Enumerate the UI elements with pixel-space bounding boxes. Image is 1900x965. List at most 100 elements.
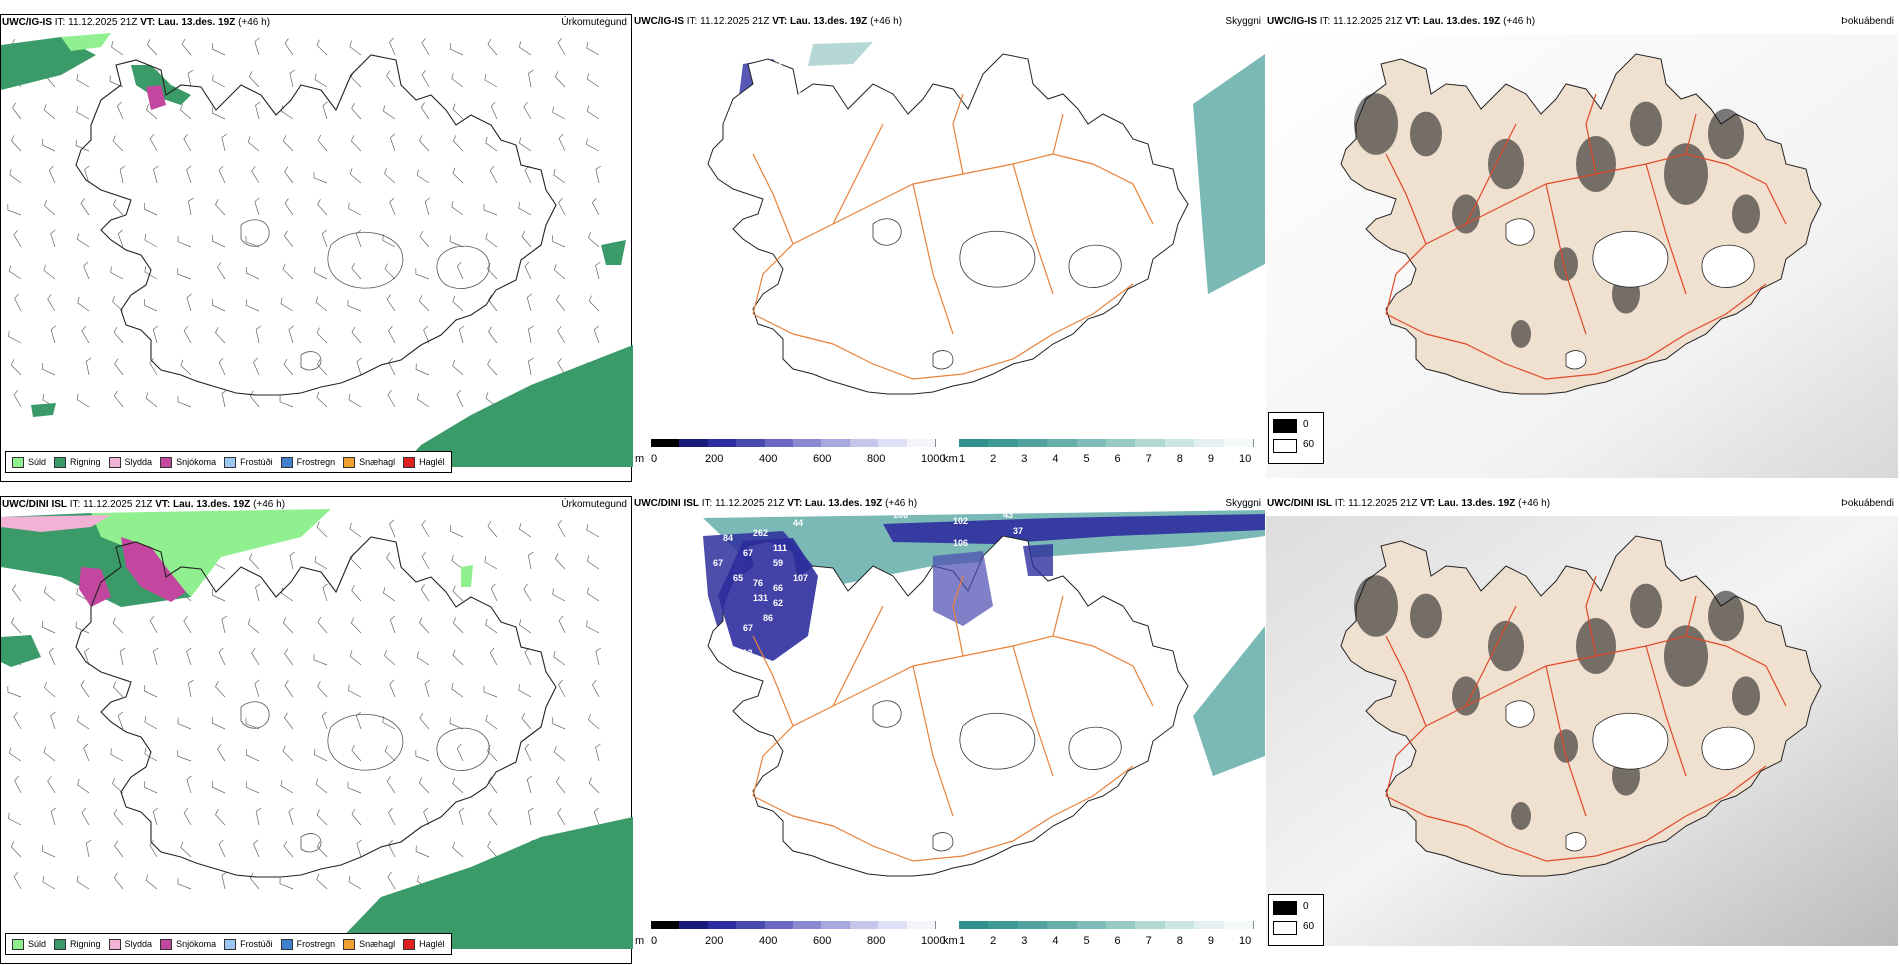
wind-barb xyxy=(177,877,192,890)
wind-barb xyxy=(249,390,260,408)
wind-barb xyxy=(218,165,226,184)
wind-barb xyxy=(588,231,600,248)
wind-barb xyxy=(8,330,22,344)
ceiling-value-label: 84 xyxy=(723,533,733,543)
low-ceiling-area xyxy=(883,514,1265,544)
colorbar-tick: 4 xyxy=(1052,453,1059,465)
iceland-outline xyxy=(1340,53,1822,395)
wind-barb xyxy=(451,72,464,88)
road-network xyxy=(1385,575,1787,862)
wind-barb xyxy=(41,845,56,858)
ceiling-value-label: 65 xyxy=(733,573,743,583)
wind-barb xyxy=(146,104,158,120)
wind-barb xyxy=(586,42,600,56)
fog-cell xyxy=(1511,320,1531,348)
low-vis-area xyxy=(808,42,873,66)
wind-barb xyxy=(112,295,124,312)
ceiling-value-label: 86 xyxy=(763,613,773,623)
wind-barb xyxy=(217,262,226,280)
fog-panel-top: UWC/IG-IS IT: 11.12.2025 21Z VT: Lau. 13… xyxy=(1266,14,1898,482)
glacier-outline xyxy=(240,701,490,853)
wind-barb xyxy=(356,839,362,858)
drizzle-area xyxy=(61,33,111,51)
wind-barb xyxy=(419,230,430,248)
colorbar-segment xyxy=(1017,439,1049,447)
wind-barb xyxy=(76,588,90,602)
wind-barb xyxy=(553,264,566,280)
fog-cell xyxy=(1410,593,1442,639)
precip-map xyxy=(1,33,633,467)
wind-barb xyxy=(316,359,328,376)
wind-barb xyxy=(488,326,498,344)
panel-name: Skyggni xyxy=(1225,498,1261,509)
wind-barb xyxy=(288,325,294,344)
wind-barb xyxy=(420,584,430,602)
wind-barb xyxy=(386,552,396,570)
fog-map xyxy=(1266,516,1898,946)
wind-barb xyxy=(488,808,498,826)
colorbar-segment xyxy=(1194,921,1225,929)
wind-barb xyxy=(187,69,194,88)
road-network xyxy=(752,575,1154,862)
legend-item: Súld xyxy=(12,938,46,950)
fog-cell xyxy=(1576,618,1616,674)
wind-barb xyxy=(221,133,228,152)
wind-barb xyxy=(14,775,22,794)
wind-barb xyxy=(389,197,396,216)
wind-barb xyxy=(43,104,56,120)
wind-barb xyxy=(388,357,396,376)
ceiling-value-label: 43 xyxy=(1003,510,1013,520)
iceland-outline xyxy=(1340,535,1822,877)
wind-barb xyxy=(144,233,158,248)
cloud-map: 75 61 18 25 12 xyxy=(707,42,1265,395)
wind-barb xyxy=(349,650,362,666)
wind-barb xyxy=(12,102,22,120)
fog-index-field xyxy=(1354,93,1760,348)
wind-barb xyxy=(351,263,362,280)
wind-barb xyxy=(485,618,498,634)
low-ceiling-area xyxy=(933,551,993,626)
wind-barb xyxy=(551,717,566,730)
wind-barb xyxy=(211,43,226,56)
wind-barb xyxy=(554,553,566,570)
wind-barb xyxy=(144,748,158,762)
colorbar-tick: 800 xyxy=(867,935,886,947)
legend-item: Slydda xyxy=(108,938,152,950)
wind-barb xyxy=(528,69,534,88)
wind-barb xyxy=(282,617,294,634)
colorbar-segment xyxy=(793,439,823,447)
legend-item: Snjókoma xyxy=(160,938,216,950)
colorbar-tick: 1 xyxy=(959,453,966,465)
wind-barb xyxy=(424,197,431,216)
wind-barb xyxy=(383,105,396,120)
wind-barb xyxy=(255,101,261,120)
wind-barb xyxy=(351,103,362,120)
wind-barb xyxy=(211,781,226,794)
wind-barb xyxy=(316,39,328,56)
wind-barb xyxy=(351,808,362,826)
wind-barb xyxy=(114,358,124,376)
wind-barb xyxy=(418,777,430,794)
ceiling-value-label: 131 xyxy=(753,593,768,603)
colorbar-segment xyxy=(878,921,908,929)
panel-name: Úrkomutegund xyxy=(561,499,627,510)
wind-barb xyxy=(12,584,22,602)
wind-barb xyxy=(253,839,260,858)
colorbar-segment xyxy=(959,439,990,447)
wind-barb xyxy=(218,839,226,858)
wind-barb xyxy=(321,711,328,730)
wind-barb xyxy=(83,261,90,280)
wind-barb xyxy=(75,621,90,634)
wind-barb xyxy=(81,325,90,344)
snow-area xyxy=(121,537,186,602)
wind-barb xyxy=(487,841,498,858)
colorbar-tick: 6 xyxy=(1114,935,1121,947)
wind-barb xyxy=(44,199,56,216)
wind-barb xyxy=(449,43,464,56)
panel-title: UWC/IG-IS IT: 11.12.2025 21Z VT: Lau. 13… xyxy=(634,16,903,27)
fog-cell xyxy=(1576,136,1616,192)
wind-barb xyxy=(42,875,56,890)
wind-barb xyxy=(449,525,464,538)
wind-barb xyxy=(145,392,158,408)
